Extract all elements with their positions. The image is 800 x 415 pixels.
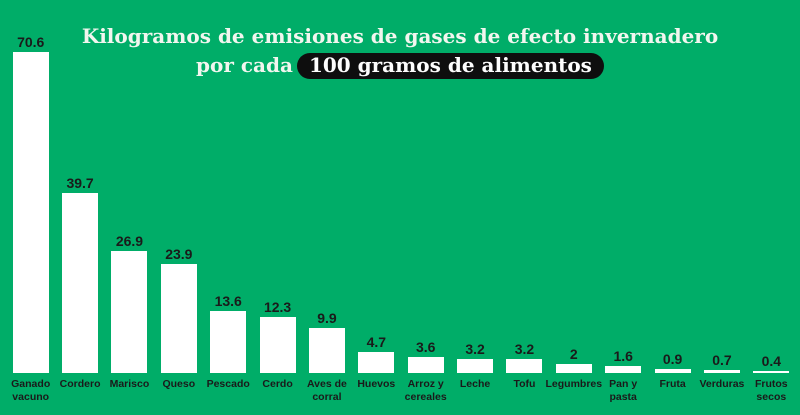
bar-label: Fruta xyxy=(659,378,686,390)
bar-column: 0.7 Verduras xyxy=(697,0,746,415)
bar-column: 3.2 Leche xyxy=(450,0,499,415)
bar-label: Pan y pasta xyxy=(609,378,638,403)
bar-column: 2 Legumbres xyxy=(546,0,603,415)
bar-column: 39.7 Cordero xyxy=(55,0,104,415)
bar xyxy=(259,317,296,373)
bar xyxy=(160,264,197,373)
bar-label: Verduras xyxy=(699,378,745,390)
bar-value: 2 xyxy=(569,345,578,362)
bar-column: 13.6 Pescado xyxy=(204,0,253,415)
bar xyxy=(12,52,49,373)
bar-column: 26.9 Marisco xyxy=(105,0,154,415)
bar-value: 13.6 xyxy=(214,293,242,310)
bar-value: 0.7 xyxy=(712,351,732,368)
bar-label: Marisco xyxy=(109,378,150,390)
bar-column: 23.9 Queso xyxy=(154,0,203,415)
bar xyxy=(506,358,543,373)
bar-column: 0.4 Frutos secos xyxy=(747,0,796,415)
bar xyxy=(308,328,345,373)
bar-value: 3.6 xyxy=(415,338,436,355)
bar-value: 4.7 xyxy=(366,333,387,350)
bar-value: 39.7 xyxy=(66,174,94,191)
bar-value: 1.6 xyxy=(613,347,633,364)
bar-value: 0.4 xyxy=(761,353,782,369)
bar-label: Ganado vacuno xyxy=(11,378,51,403)
bar-label: Frutos secos xyxy=(754,378,788,403)
bar-column: 3.6 Arroz y cereales xyxy=(401,0,450,415)
bar-value: 9.9 xyxy=(317,310,337,326)
bar-value: 26.9 xyxy=(115,232,144,249)
bar xyxy=(753,371,790,373)
bar xyxy=(358,351,395,373)
bar-label: Legumbres xyxy=(545,378,603,390)
bar-label: Leche xyxy=(459,378,491,390)
bar-value: 3.2 xyxy=(514,340,535,357)
bar-column: 0.9 Fruta xyxy=(648,0,697,415)
bar-value: 12.3 xyxy=(263,299,292,316)
bar-column: 70.6 Ganado vacuno xyxy=(6,0,55,415)
bar-column: 9.9 Aves de corral xyxy=(302,0,351,415)
bar xyxy=(62,192,99,373)
bar xyxy=(457,358,494,373)
bar xyxy=(111,250,148,373)
bar xyxy=(605,365,642,373)
bar-value: 0.9 xyxy=(662,350,683,367)
bar-label: Huevos xyxy=(357,378,396,390)
bar xyxy=(703,369,740,373)
bar xyxy=(407,356,444,373)
bar-label: Arroz y cereales xyxy=(404,378,447,403)
bar-label: Tofu xyxy=(513,378,536,390)
bar-chart: 70.6 Ganado vacuno 39.7 Cordero 26.9 Mar… xyxy=(6,0,796,415)
bar-value: 23.9 xyxy=(165,246,193,263)
bar-value: 3.2 xyxy=(465,340,485,357)
bar xyxy=(555,363,592,373)
bar-column: 12.3 Cerdo xyxy=(253,0,302,415)
bar xyxy=(210,311,247,373)
bar-value: 70.6 xyxy=(17,34,45,50)
bar-column: 1.6 Pan y pasta xyxy=(599,0,648,415)
bar-column: 4.7 Huevos xyxy=(352,0,401,415)
bar-label: Cerdo xyxy=(262,378,293,390)
bar xyxy=(654,368,691,373)
bar-label: Aves de corral xyxy=(306,378,347,403)
bar-column: 3.2 Tofu xyxy=(500,0,549,415)
bar-label: Cordero xyxy=(59,378,101,390)
bar-label: Pescado xyxy=(206,378,250,390)
bar-label: Queso xyxy=(162,378,196,390)
